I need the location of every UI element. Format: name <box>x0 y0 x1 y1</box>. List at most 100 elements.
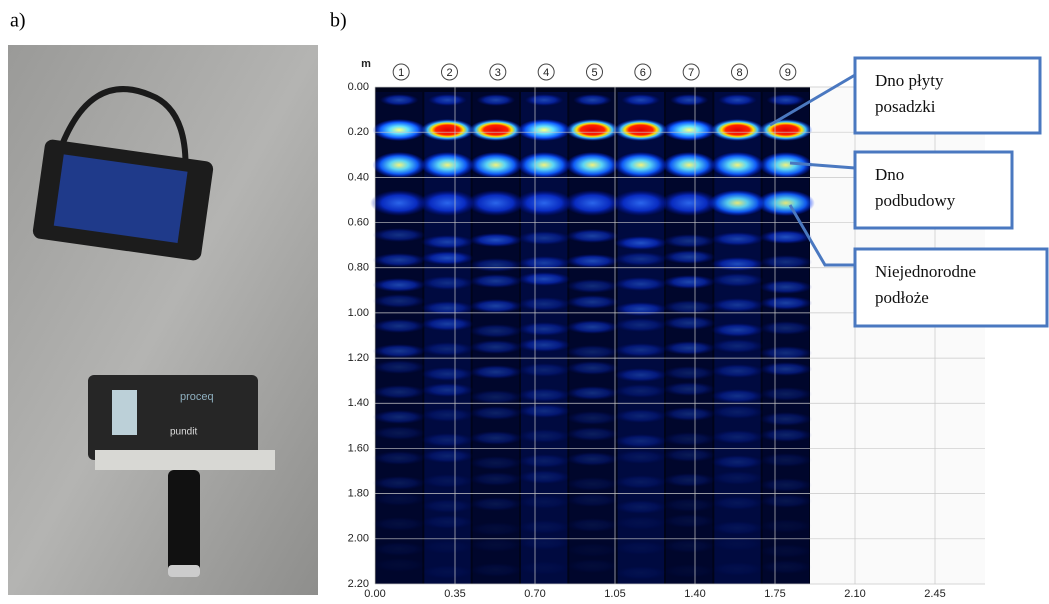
scan-band <box>614 343 668 357</box>
scan-band <box>759 387 813 401</box>
callout-box <box>853 150 1014 230</box>
scan-band <box>614 475 668 489</box>
scan-band <box>565 493 620 507</box>
scan-band <box>372 319 426 333</box>
scan-band <box>517 388 571 402</box>
scan-band <box>766 94 806 106</box>
scan-band <box>420 540 475 554</box>
scan-band <box>469 563 523 577</box>
y-tick-label: 1.40 <box>348 397 369 409</box>
device-label: pundit <box>170 427 197 438</box>
scan-band <box>565 345 620 359</box>
scan-band <box>466 190 525 216</box>
scan-band <box>710 257 765 271</box>
scan-band <box>517 338 571 352</box>
scan-band <box>662 432 716 446</box>
scan-band <box>614 236 668 250</box>
scan-band <box>759 544 813 558</box>
scan-band <box>759 478 813 492</box>
scan-band <box>469 456 523 470</box>
y-tick-label: 1.00 <box>348 307 369 319</box>
scan-band <box>517 561 571 575</box>
column-marker <box>731 63 748 81</box>
scan-band <box>718 94 757 106</box>
scan-band <box>420 449 475 463</box>
column-number: 4 <box>543 67 549 79</box>
scan-band <box>759 255 813 269</box>
scan-band <box>759 453 813 467</box>
scan-band <box>372 558 426 572</box>
scan-band <box>614 516 668 530</box>
y-tick-label: 1.60 <box>348 442 369 454</box>
scan-band <box>662 316 716 330</box>
scan-band <box>565 320 620 334</box>
scan-band <box>565 119 620 141</box>
scan-band <box>524 94 564 106</box>
scan-band <box>372 410 426 424</box>
column-marker <box>441 63 458 81</box>
scan-band <box>469 538 523 552</box>
scan-band <box>469 233 523 247</box>
scan-band <box>517 404 571 418</box>
scan-band <box>710 323 765 337</box>
scan-band <box>710 537 765 551</box>
x-tick-label: 0.70 <box>524 588 545 599</box>
callout-line <box>788 204 855 267</box>
y-tick-label: 2.00 <box>348 533 369 545</box>
scan-band <box>614 434 668 448</box>
scan-band <box>662 366 716 380</box>
callout-text: Niejednorodne <box>875 262 976 281</box>
scan-band <box>614 541 668 555</box>
scan-band <box>710 152 765 178</box>
scan-band <box>621 94 661 106</box>
panel-label: b) <box>330 10 347 32</box>
scan-band <box>662 234 716 248</box>
scan-band <box>662 119 716 141</box>
scan-band <box>662 382 716 396</box>
panel-label: a) <box>10 10 26 32</box>
scan-band <box>614 384 668 398</box>
callout-line <box>789 161 856 170</box>
scan-band <box>517 119 571 141</box>
scan-band <box>469 274 523 288</box>
column-number: 8 <box>736 67 742 79</box>
scan-band <box>669 94 709 106</box>
scan-band <box>418 190 477 216</box>
scan-band <box>420 276 475 290</box>
callout-text: podłoże <box>875 288 929 307</box>
scan-band <box>469 431 523 445</box>
scan-band <box>710 232 765 246</box>
scan-band <box>614 119 668 141</box>
axis-unit: m <box>361 58 371 70</box>
scan-band <box>469 119 523 141</box>
scan-band <box>565 477 620 491</box>
scan-band <box>614 302 668 316</box>
scan-band <box>710 430 765 444</box>
scan-band <box>469 365 523 379</box>
scan-band <box>517 363 571 377</box>
scan-band <box>662 498 716 512</box>
y-tick-label: 0.80 <box>348 262 369 274</box>
scan-band <box>759 119 813 141</box>
scan-band <box>469 340 523 354</box>
x-tick-label: 2.45 <box>924 588 945 599</box>
scan-band <box>372 228 426 242</box>
scan-band <box>420 433 475 447</box>
scan-band <box>517 520 571 534</box>
scan-band <box>710 364 765 378</box>
scan-band <box>517 470 571 484</box>
scan-band <box>469 324 523 338</box>
scan-band <box>372 426 426 440</box>
scan-band <box>420 474 475 488</box>
scan-band <box>517 495 571 509</box>
scan-band <box>614 409 668 423</box>
scan-band <box>565 295 620 309</box>
scan-band <box>710 389 765 403</box>
scan-band <box>517 297 571 311</box>
scan-band <box>710 119 765 141</box>
scan-band <box>372 253 426 267</box>
scan-band <box>662 275 716 289</box>
scan-band <box>372 385 426 399</box>
scan-band <box>710 273 765 287</box>
scan-band <box>662 448 716 462</box>
